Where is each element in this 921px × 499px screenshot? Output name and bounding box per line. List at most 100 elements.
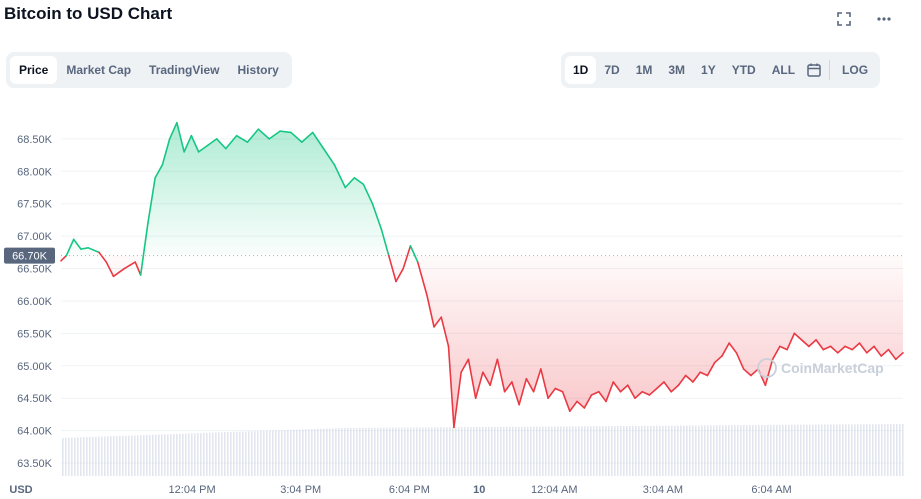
volume-bar (659, 425, 661, 476)
volume-bar (386, 427, 388, 476)
volume-bar (767, 424, 769, 476)
volume-bar (593, 426, 595, 476)
volume-bar (209, 432, 211, 476)
volume-bar (260, 430, 262, 476)
price-line-segment (728, 342, 738, 354)
volume-bar (788, 424, 790, 476)
price-line-segment (279, 130, 292, 134)
tab-history[interactable]: History (237, 63, 279, 77)
volume-bar (623, 425, 625, 476)
price-line-segment (626, 384, 636, 400)
volume-bar (491, 426, 493, 476)
price-line-segment (641, 390, 651, 396)
volume-bar (278, 430, 280, 476)
volume-bar (74, 437, 76, 476)
volume-bar (806, 424, 808, 476)
volume-bar (137, 435, 139, 476)
volume-bar (116, 436, 118, 476)
range-ytd[interactable]: YTD (731, 63, 756, 77)
volume-bar (500, 426, 502, 476)
volume-bar (548, 426, 550, 476)
range-1y[interactable]: 1Y (701, 63, 716, 77)
volume-bar (80, 437, 82, 476)
volume-bar (584, 426, 586, 476)
y-tick-label: 68.00K (17, 166, 53, 178)
volume-bar (308, 429, 310, 476)
y-tick-label: 66.00K (17, 296, 53, 308)
volume-bar (191, 433, 193, 476)
volume-bar (125, 435, 127, 476)
range-all[interactable]: ALL (771, 63, 796, 77)
volume-bar (239, 431, 241, 476)
range-3m[interactable]: 3M (668, 63, 686, 77)
price-line-segment (561, 390, 571, 412)
volume-bar (227, 432, 229, 476)
range-7d[interactable]: 7D (604, 63, 620, 77)
volume-bar (197, 433, 199, 476)
volume-bar (350, 427, 352, 476)
volume-bar (701, 425, 703, 476)
price-line-segment (206, 138, 218, 147)
volume-bar (890, 424, 892, 476)
tab-market-cap[interactable]: Market Cap (66, 63, 132, 77)
price-line-segment (87, 247, 100, 254)
expand-icon[interactable] (834, 10, 854, 30)
volume-bar (311, 429, 313, 476)
range-1d[interactable]: 1D (565, 56, 597, 84)
volume-bar (395, 427, 397, 476)
volume-bar (374, 427, 376, 476)
x-tick-label: 6:04 AM (751, 484, 791, 496)
volume-bar (269, 430, 271, 476)
y-tick-label: 64.50K (17, 393, 53, 405)
volume-bar (665, 425, 667, 476)
volume-bar (680, 425, 682, 476)
volume-bar (317, 428, 319, 476)
volume-bar (677, 425, 679, 476)
range-1m[interactable]: 1M (635, 63, 653, 77)
volume-bar (638, 425, 640, 476)
price-line-segment (380, 228, 390, 257)
price-line-segment (246, 128, 260, 143)
chart-type-tabs: Price Market Cap TradingView History (6, 52, 292, 88)
volume-bar (281, 430, 283, 476)
tab-tradingview[interactable]: TradingView (149, 63, 220, 77)
volume-bar (284, 430, 286, 476)
price-line-segment (547, 387, 557, 400)
volume-bar (290, 429, 292, 476)
price-line-segment (605, 381, 615, 403)
volume-bar (785, 424, 787, 476)
volume-bar (236, 431, 238, 476)
price-line-segment (112, 267, 126, 278)
tab-price[interactable]: Price (10, 56, 58, 84)
volume-bar (200, 433, 202, 476)
volume-bar (521, 426, 523, 476)
volume-bar (686, 425, 688, 476)
volume-bar (503, 426, 505, 476)
y-tick-label: 67.00K (17, 231, 53, 243)
volume-bar (527, 426, 529, 476)
volume-bar (611, 426, 613, 476)
volume-bar (581, 426, 583, 476)
volume-bar (356, 427, 358, 476)
volume-bar (275, 430, 277, 476)
volume-bar (482, 427, 484, 476)
calendar-icon[interactable] (803, 56, 825, 84)
volume-bar (827, 424, 829, 476)
volume-bar (119, 435, 121, 476)
price-line-segment (663, 381, 673, 393)
volume-bar (161, 434, 163, 476)
price-line-segment (134, 261, 142, 276)
volume-bar (488, 426, 490, 476)
log-toggle[interactable]: LOG (842, 63, 869, 77)
volume-bar (578, 426, 580, 476)
volume-bar (68, 437, 70, 476)
volume-bar (629, 425, 631, 476)
x-tick-label: 6:04 PM (389, 484, 430, 496)
volume-bar (89, 437, 91, 476)
more-icon[interactable] (874, 10, 894, 30)
volume-bar (254, 431, 256, 476)
price-line-segment (735, 352, 745, 370)
price-line-segment (311, 131, 325, 150)
price-line-segment (894, 352, 904, 361)
volume-bar (203, 432, 205, 476)
